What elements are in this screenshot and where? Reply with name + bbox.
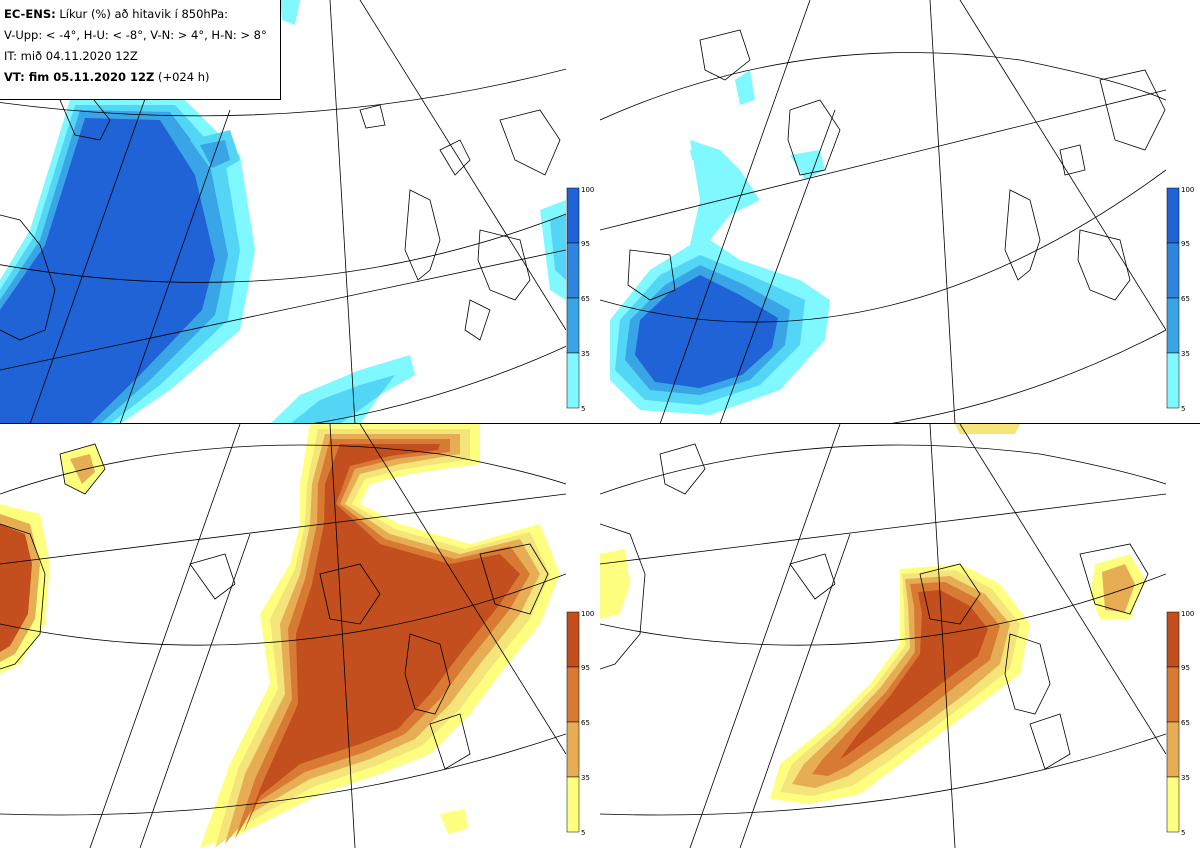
colorbar-swatches [566,611,580,833]
title-text: Líkur (%) að hitavik í 850hPa: [59,7,229,21]
probability-field [610,70,830,415]
probability-field [0,424,560,848]
probability-field [0,0,566,424]
colorbar-swatches [1166,611,1180,833]
colorbar-tick-65: 65 [1181,295,1190,303]
categories-line: V-Upp: < -4°, H-U: < -8°, V-N: > 4°, H-N… [4,28,267,42]
colorbar-tick-65: 65 [581,295,590,303]
colorbar-tick-35: 35 [581,774,590,782]
colorbar-tick-100: 100 [581,186,595,194]
graticule [600,0,1166,424]
colorbar-swatches [1166,187,1180,409]
colorbar-tick-95: 95 [581,240,590,248]
colorbar-swatches [566,187,580,409]
coastlines [0,94,561,341]
panel-divider-horizontal [0,423,1200,424]
colorbar-tick-95: 95 [1181,664,1190,672]
probability-field [600,424,1145,804]
map-panel-warm-4 [0,424,566,848]
colorbar-tick-35: 35 [1181,774,1190,782]
valid-time-line: VT: fim 05.11.2020 12Z (+024 h) [4,67,276,88]
colorbar-tick-95: 95 [581,664,590,672]
info-box: EC-ENS: Líkur (%) að hitavik í 850hPa: V… [0,0,281,100]
map-cold-8 [600,0,1166,424]
colorbar-tick-5: 5 [1181,405,1186,413]
initial-time: IT: mið 04.11.2020 12Z [4,49,138,63]
colorbar-tick-5: 5 [581,405,586,413]
valid-time: VT: fim 05.11.2020 12Z [4,70,155,84]
coastlines [627,29,1166,301]
map-panel-cold-8 [600,0,1166,424]
colorbar-tick-65: 65 [1181,719,1190,727]
colorbar-cold-4: 100 95 65 35 5 [566,186,606,416]
model-label: EC-ENS: [4,7,56,21]
coastlines [0,443,549,770]
title-line: EC-ENS: Líkur (%) að hitavik í 850hPa: [4,4,276,25]
graticule [600,424,1166,848]
colorbar-tick-5: 5 [581,829,586,837]
colorbar-warm-4: 100 95 65 35 5 [566,610,606,840]
colorbar-tick-100: 100 [1181,610,1195,618]
colorbar-tick-95: 95 [1181,240,1190,248]
graticule [0,0,566,424]
map-warm-8 [600,424,1166,848]
coastlines [600,443,1149,770]
lead-time: (+024 h) [157,70,210,84]
colorbar-tick-100: 100 [1181,186,1195,194]
colorbar-tick-35: 35 [1181,350,1190,358]
colorbar-tick-35: 35 [581,350,590,358]
colorbar-warm-8: 100 95 65 35 5 [1166,610,1200,840]
map-panel-warm-8 [600,424,1166,848]
map-cold-4 [0,0,566,424]
colorbar-tick-65: 65 [581,719,590,727]
colorbar-cold-8: 100 95 65 35 5 [1166,186,1200,416]
colorbar-tick-5: 5 [1181,829,1186,837]
colorbar-tick-100: 100 [581,610,595,618]
map-panel-cold-4 [0,0,566,424]
map-warm-4 [0,424,566,848]
